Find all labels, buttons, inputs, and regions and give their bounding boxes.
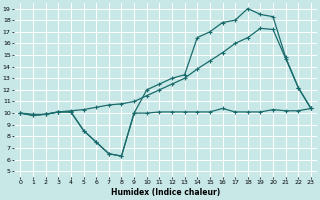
X-axis label: Humidex (Indice chaleur): Humidex (Indice chaleur) — [111, 188, 220, 197]
